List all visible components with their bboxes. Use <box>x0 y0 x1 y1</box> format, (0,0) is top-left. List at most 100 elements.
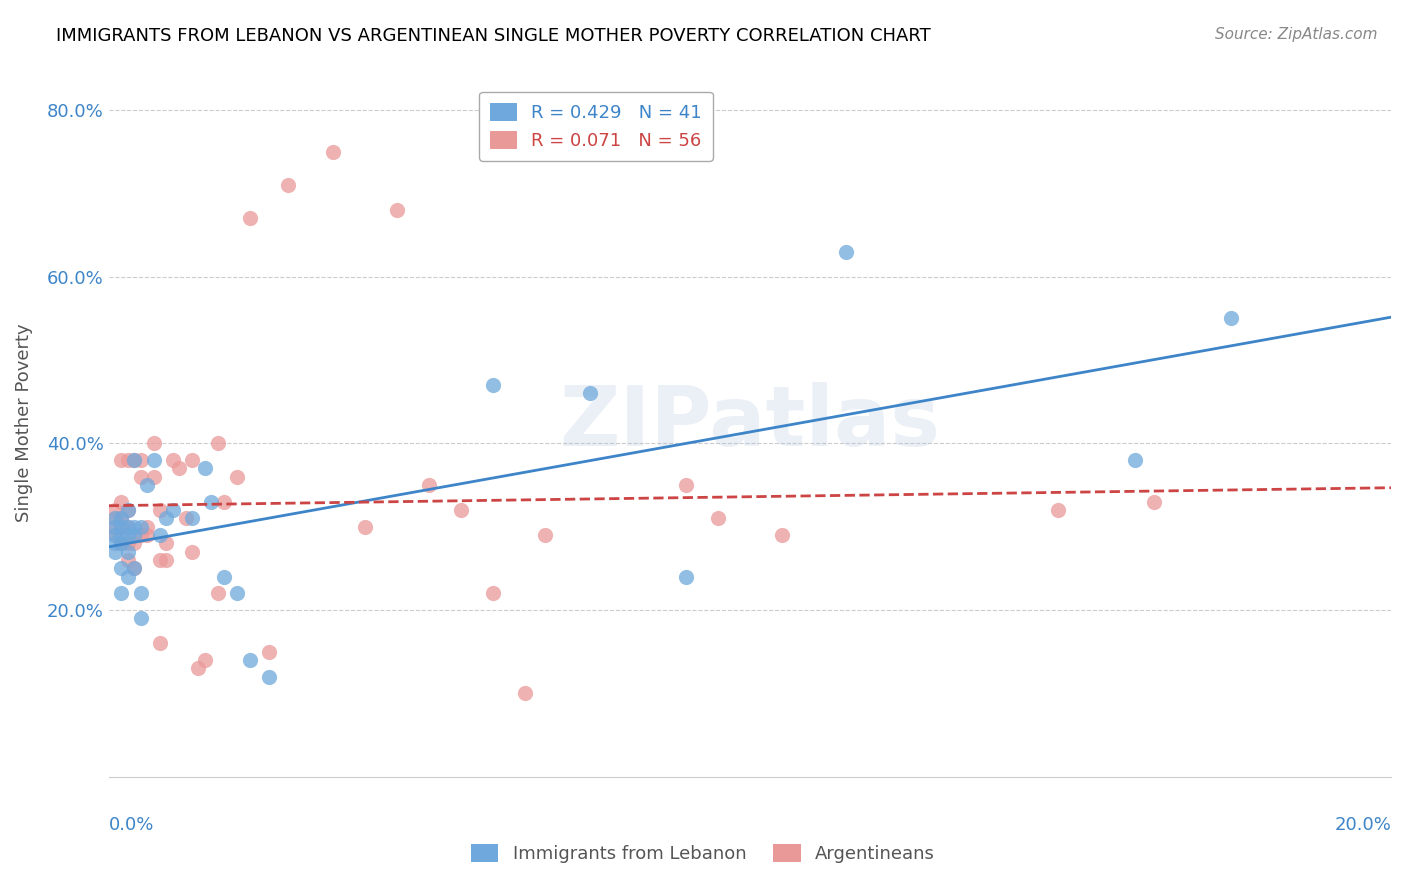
Point <box>212 570 235 584</box>
Point <box>1143 494 1166 508</box>
Point <box>149 553 172 567</box>
Point <box>354 519 377 533</box>
Point <box>117 503 139 517</box>
Point <box>239 653 262 667</box>
Point <box>212 494 235 508</box>
Text: Source: ZipAtlas.com: Source: ZipAtlas.com <box>1215 27 1378 42</box>
Point <box>110 519 132 533</box>
Point <box>181 544 204 558</box>
Point <box>136 528 159 542</box>
Point <box>122 536 145 550</box>
Point <box>578 386 600 401</box>
Point <box>104 544 127 558</box>
Point <box>149 528 172 542</box>
Point <box>129 469 152 483</box>
Point <box>117 519 139 533</box>
Point <box>149 636 172 650</box>
Point <box>706 511 728 525</box>
Point <box>110 586 132 600</box>
Point <box>104 528 127 542</box>
Point <box>129 519 152 533</box>
Point <box>1123 453 1146 467</box>
Point <box>142 436 165 450</box>
Point <box>110 528 132 542</box>
Point <box>117 528 139 542</box>
Point <box>167 461 190 475</box>
Point <box>117 536 139 550</box>
Point <box>117 544 139 558</box>
Legend: R = 0.429   N = 41, R = 0.071   N = 56: R = 0.429 N = 41, R = 0.071 N = 56 <box>479 92 713 161</box>
Point <box>482 378 505 392</box>
Text: 20.0%: 20.0% <box>1334 815 1391 833</box>
Point <box>194 461 217 475</box>
Point <box>162 453 184 467</box>
Point <box>257 645 280 659</box>
Point <box>162 503 184 517</box>
Point <box>104 519 127 533</box>
Point <box>117 453 139 467</box>
Point <box>239 211 262 226</box>
Point <box>110 453 132 467</box>
Point <box>533 528 555 542</box>
Point <box>122 453 145 467</box>
Point <box>110 519 132 533</box>
Point <box>385 203 408 218</box>
Point <box>322 145 344 159</box>
Point <box>675 570 697 584</box>
Point <box>129 586 152 600</box>
Point <box>117 570 139 584</box>
Point <box>207 436 229 450</box>
Point <box>129 453 152 467</box>
Text: 0.0%: 0.0% <box>108 815 155 833</box>
Point <box>225 469 247 483</box>
Y-axis label: Single Mother Poverty: Single Mother Poverty <box>15 323 32 522</box>
Point <box>136 478 159 492</box>
Point <box>142 469 165 483</box>
Point <box>181 511 204 525</box>
Point <box>277 178 299 193</box>
Point <box>450 503 472 517</box>
Point <box>835 244 858 259</box>
Text: ZIPatlas: ZIPatlas <box>560 382 941 463</box>
Point <box>207 586 229 600</box>
Point <box>1046 503 1069 517</box>
Point <box>515 686 537 700</box>
Point <box>104 511 127 525</box>
Text: IMMIGRANTS FROM LEBANON VS ARGENTINEAN SINGLE MOTHER POVERTY CORRELATION CHART: IMMIGRANTS FROM LEBANON VS ARGENTINEAN S… <box>56 27 931 45</box>
Point <box>110 536 132 550</box>
Point <box>675 478 697 492</box>
Point <box>110 511 132 525</box>
Point <box>122 519 145 533</box>
Point <box>104 528 127 542</box>
Point <box>129 528 152 542</box>
Point <box>482 586 505 600</box>
Point <box>187 661 209 675</box>
Point <box>155 536 177 550</box>
Point <box>110 511 132 525</box>
Point <box>104 503 127 517</box>
Point <box>770 528 793 542</box>
Point <box>174 511 197 525</box>
Legend: Immigrants from Lebanon, Argentineans: Immigrants from Lebanon, Argentineans <box>460 833 946 874</box>
Point <box>225 586 247 600</box>
Point <box>194 653 217 667</box>
Point <box>104 511 127 525</box>
Point <box>122 561 145 575</box>
Point <box>117 503 139 517</box>
Point <box>122 528 145 542</box>
Point <box>104 536 127 550</box>
Point <box>181 453 204 467</box>
Point <box>117 553 139 567</box>
Point <box>142 453 165 467</box>
Point <box>110 494 132 508</box>
Point <box>117 519 139 533</box>
Point <box>129 611 152 625</box>
Point <box>136 519 159 533</box>
Point <box>110 536 132 550</box>
Point <box>149 503 172 517</box>
Point <box>1219 311 1241 326</box>
Point <box>418 478 440 492</box>
Point <box>110 561 132 575</box>
Point <box>122 453 145 467</box>
Point <box>122 561 145 575</box>
